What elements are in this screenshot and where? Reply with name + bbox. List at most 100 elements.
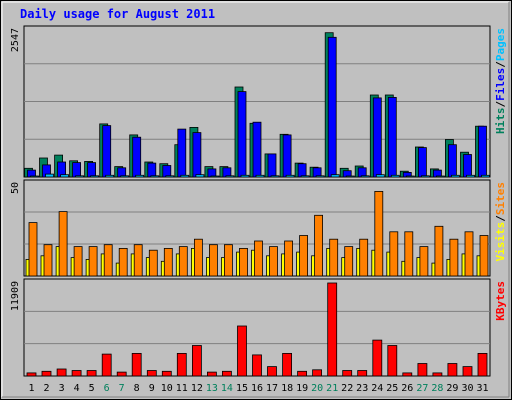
bar-kbytes xyxy=(417,363,428,377)
bar-pages xyxy=(466,174,475,178)
series-sites xyxy=(28,190,489,277)
legend-hits-files-pages: Hits/Files/Pages xyxy=(494,28,507,134)
bar-kbytes xyxy=(477,352,488,377)
bar-pages xyxy=(150,175,160,178)
bar-pages xyxy=(360,175,370,178)
bar-kbytes xyxy=(116,371,127,377)
bar-files xyxy=(72,162,81,178)
bar-kbytes xyxy=(86,370,97,377)
bar-kbytes xyxy=(402,372,413,377)
bar-files xyxy=(447,144,457,178)
bar-kbytes xyxy=(146,370,157,377)
x-tick-label: 27 xyxy=(416,383,428,394)
bar-sites xyxy=(449,238,459,277)
bar-pages xyxy=(60,174,69,178)
legend-visits-sites: Visits/Sites xyxy=(494,182,507,262)
bar-sites xyxy=(208,244,218,277)
bar-pages xyxy=(270,175,280,178)
bar-kbytes xyxy=(221,370,232,377)
bar-pages xyxy=(105,174,115,178)
legend-entry: / xyxy=(494,61,507,68)
bar-kbytes xyxy=(56,368,67,377)
x-tick-label: 3 xyxy=(59,383,65,394)
bar-kbytes xyxy=(372,339,383,377)
bar-sites xyxy=(133,244,143,277)
bar-pages xyxy=(435,175,445,178)
bar-pages xyxy=(30,175,39,178)
bar-kbytes xyxy=(161,370,172,377)
bar-kbytes xyxy=(267,366,277,377)
bar-sites xyxy=(464,231,474,277)
bar-sites xyxy=(103,244,113,277)
bar-sites xyxy=(479,235,489,277)
bar-pages xyxy=(481,174,490,178)
x-tick-label: 21 xyxy=(326,383,338,394)
bar-pages xyxy=(90,175,99,178)
bar-kbytes xyxy=(447,363,458,377)
bar-pages xyxy=(330,174,340,178)
bar-pages xyxy=(315,175,325,178)
legend-entry: Pages xyxy=(494,28,507,61)
x-tick-label: 4 xyxy=(74,383,80,394)
legend-entry: KBytes xyxy=(494,281,507,321)
bar-pages xyxy=(300,175,310,178)
bar-pages xyxy=(135,174,145,178)
bar-pages xyxy=(345,175,355,178)
bar-pages xyxy=(45,173,54,178)
bar-files xyxy=(192,132,202,178)
bar-files xyxy=(387,97,397,178)
bar-pages xyxy=(225,175,235,178)
bar-pages xyxy=(420,175,430,178)
panel-kbytes: 11909 KBytes xyxy=(10,278,507,377)
bar-sites xyxy=(314,214,324,277)
bar-kbytes xyxy=(41,370,52,377)
bar-pages xyxy=(375,174,385,178)
bar-sites xyxy=(269,246,278,277)
bar-sites xyxy=(239,247,248,277)
x-tick-label: 11 xyxy=(176,383,188,394)
x-tick-label: 19 xyxy=(296,383,308,394)
x-tick-label: 26 xyxy=(401,383,413,394)
bar-files xyxy=(252,121,262,178)
bar-kbytes xyxy=(342,370,353,377)
bar-pages xyxy=(120,175,130,178)
bar-kbytes xyxy=(432,372,443,377)
bar-kbytes xyxy=(312,369,323,377)
bar-sites xyxy=(73,246,83,277)
x-tick-label: 23 xyxy=(356,383,368,394)
bar-pages xyxy=(450,174,460,178)
x-tick-label: 31 xyxy=(476,383,488,394)
chart-title: Daily usage for August 2011 xyxy=(20,7,215,21)
bar-files xyxy=(147,162,157,178)
bar-kbytes xyxy=(387,345,398,377)
x-tick-label: 30 xyxy=(461,383,473,394)
bar-kbytes xyxy=(191,345,202,377)
bar-files xyxy=(162,165,172,178)
bar-sites xyxy=(223,244,233,277)
x-tick-label: 6 xyxy=(104,383,110,394)
legend-entry: / xyxy=(494,101,507,108)
bar-files xyxy=(87,162,96,178)
bar-kbytes xyxy=(462,366,473,377)
bar-pages xyxy=(390,174,400,178)
legend-entry: Visits xyxy=(494,222,507,262)
series-kbytes xyxy=(26,282,488,377)
x-tick-label: 1 xyxy=(28,383,34,394)
legend-entry: Sites xyxy=(494,182,507,215)
bar-sites xyxy=(434,225,444,277)
bar-files xyxy=(463,154,472,178)
bar-kbytes xyxy=(176,352,187,377)
x-tick-label: 16 xyxy=(251,383,263,394)
bar-pages xyxy=(210,175,220,178)
bar-files xyxy=(327,36,337,178)
legend-kbytes: KBytes xyxy=(494,281,507,321)
x-axis-day-labels: 1 2 3 4 5 6 7 8 9 10 11 12 13 14 15 16 17 18 19 20 21 22 23 24 2… xyxy=(28,383,488,394)
bar-pages xyxy=(240,174,250,178)
bar-pages xyxy=(285,174,295,178)
x-tick-label: 24 xyxy=(371,383,383,394)
bar-pages xyxy=(165,175,175,178)
bar-sites xyxy=(58,211,68,277)
bar-pages xyxy=(195,174,205,178)
